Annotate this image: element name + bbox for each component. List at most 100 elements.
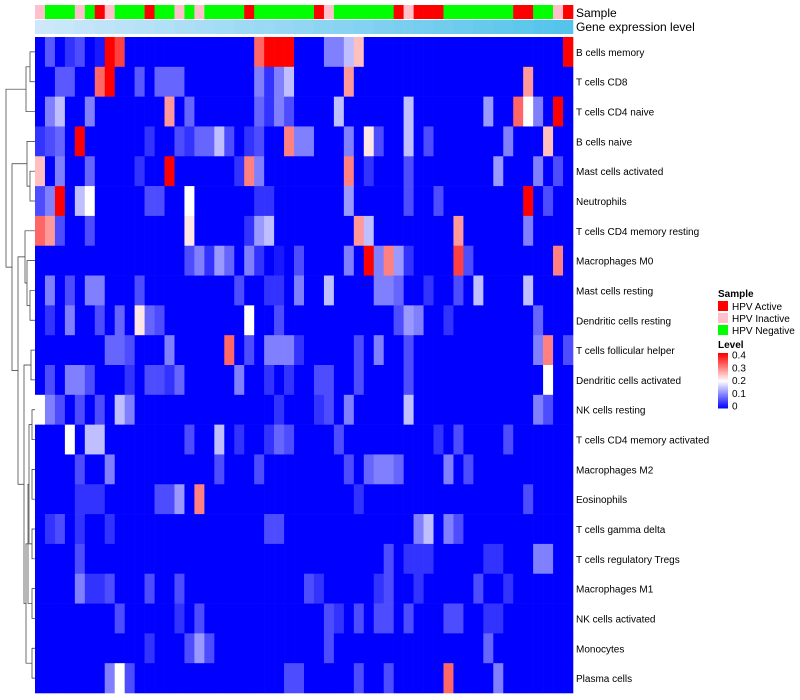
heatmap-cell bbox=[483, 245, 494, 276]
heatmap-cell bbox=[533, 245, 544, 276]
heatmap-cell bbox=[294, 573, 305, 604]
heatmap-cell bbox=[144, 663, 155, 694]
heatmap-cell bbox=[94, 365, 106, 396]
heatmap-cell bbox=[214, 454, 225, 485]
legend-level-gradient-step bbox=[718, 362, 728, 365]
heatmap-cell bbox=[144, 484, 155, 515]
heatmap-cell bbox=[403, 543, 414, 575]
heatmap-cell bbox=[363, 633, 375, 664]
heatmap-cell bbox=[254, 156, 265, 187]
row-label: B cells naive bbox=[576, 137, 633, 148]
heatmap-cell bbox=[413, 245, 424, 276]
heatmap-cell bbox=[44, 573, 56, 604]
heatmap-cell bbox=[64, 394, 76, 425]
heatmap-cell bbox=[563, 66, 574, 97]
heatmap-cell bbox=[284, 186, 295, 217]
heatmap-cell bbox=[254, 66, 265, 97]
heatmap-cell bbox=[54, 66, 66, 97]
heatmap-cell bbox=[174, 156, 185, 187]
row-label: Mast cells resting bbox=[576, 286, 653, 297]
heatmap-cell bbox=[274, 37, 285, 68]
heatmap-cell bbox=[304, 484, 315, 515]
heatmap-cell bbox=[294, 424, 305, 455]
row-label: Macrophages M0 bbox=[576, 257, 654, 268]
heatmap-cell bbox=[94, 186, 106, 217]
heatmap-cell bbox=[234, 543, 245, 575]
heatmap-cell bbox=[563, 305, 574, 336]
heatmap-cell bbox=[214, 156, 225, 187]
heatmap-cell bbox=[124, 215, 135, 247]
heatmap-cell bbox=[74, 275, 86, 306]
heatmap-cell bbox=[483, 424, 494, 455]
heatmap-cell bbox=[523, 603, 534, 634]
heatmap-cell bbox=[204, 126, 215, 157]
heatmap-cell bbox=[284, 543, 295, 575]
heatmap-cell bbox=[164, 96, 175, 127]
heatmap-cell bbox=[473, 335, 484, 366]
heatmap-cell bbox=[214, 663, 225, 694]
heatmap-cell bbox=[304, 394, 315, 425]
sample-annotation-cell bbox=[274, 5, 285, 19]
heatmap-cell bbox=[413, 454, 424, 485]
heatmap-cell bbox=[244, 573, 255, 604]
heatmap-cell bbox=[423, 514, 434, 545]
heatmap-cell bbox=[54, 514, 66, 545]
heatmap-cell bbox=[54, 156, 66, 187]
heatmap-cell bbox=[513, 37, 524, 68]
heatmap-cell bbox=[323, 424, 335, 455]
heatmap-cell bbox=[254, 514, 265, 545]
heatmap-cell bbox=[104, 663, 116, 694]
heatmap-cell bbox=[244, 66, 255, 97]
heatmap-cell bbox=[284, 424, 295, 455]
heatmap-cell bbox=[453, 305, 464, 336]
heatmap-cell bbox=[523, 424, 534, 455]
heatmap-cell bbox=[513, 186, 524, 217]
heatmap-cell bbox=[433, 573, 444, 604]
heatmap-cell bbox=[54, 603, 66, 634]
heatmap-cell bbox=[254, 305, 265, 336]
heatmap-cell bbox=[304, 37, 315, 68]
heatmap-cell bbox=[174, 543, 185, 575]
heatmap-cell bbox=[104, 275, 116, 306]
heatmap-cell bbox=[164, 66, 175, 97]
heatmap-cell bbox=[343, 335, 355, 366]
heatmap-cell bbox=[74, 543, 86, 575]
heatmap-cell bbox=[144, 275, 155, 306]
heatmap-cell bbox=[124, 424, 135, 455]
heatmap-cell bbox=[393, 543, 404, 575]
heatmap-cell bbox=[194, 484, 205, 515]
heatmap-cell bbox=[423, 96, 434, 127]
heatmap-cell bbox=[403, 603, 414, 634]
heatmap-cell bbox=[264, 633, 275, 664]
heatmap-cell bbox=[35, 514, 46, 545]
heatmap-cell bbox=[114, 663, 125, 694]
heatmap-cell bbox=[224, 543, 235, 575]
heatmap-cell bbox=[313, 663, 325, 694]
heatmap-cell bbox=[144, 514, 155, 545]
heatmap-cell bbox=[553, 245, 564, 276]
heatmap-cell bbox=[64, 573, 76, 604]
heatmap-cell bbox=[64, 275, 76, 306]
gene-expression-cell bbox=[483, 20, 494, 34]
sample-annotation-cell bbox=[184, 5, 195, 19]
heatmap-cell bbox=[264, 365, 275, 396]
heatmap-cell bbox=[264, 275, 275, 306]
heatmap-cell bbox=[333, 245, 345, 276]
heatmap-cell bbox=[194, 66, 205, 97]
heatmap-cell bbox=[353, 484, 365, 515]
heatmap-cell bbox=[543, 663, 554, 694]
heatmap-cell bbox=[463, 454, 474, 485]
heatmap-cell bbox=[144, 186, 155, 217]
heatmap-cell bbox=[543, 96, 554, 127]
gene-expression-cell bbox=[473, 20, 484, 34]
legend-sample-swatch bbox=[718, 301, 728, 311]
heatmap-cell bbox=[323, 305, 335, 336]
heatmap-cell bbox=[174, 215, 185, 247]
heatmap-cell bbox=[543, 484, 554, 515]
heatmap-cell bbox=[64, 66, 76, 97]
heatmap-cell bbox=[294, 335, 305, 366]
heatmap-cell bbox=[563, 484, 574, 515]
heatmap-cell bbox=[35, 603, 46, 634]
heatmap-cell bbox=[54, 573, 66, 604]
heatmap-cell bbox=[503, 603, 514, 634]
